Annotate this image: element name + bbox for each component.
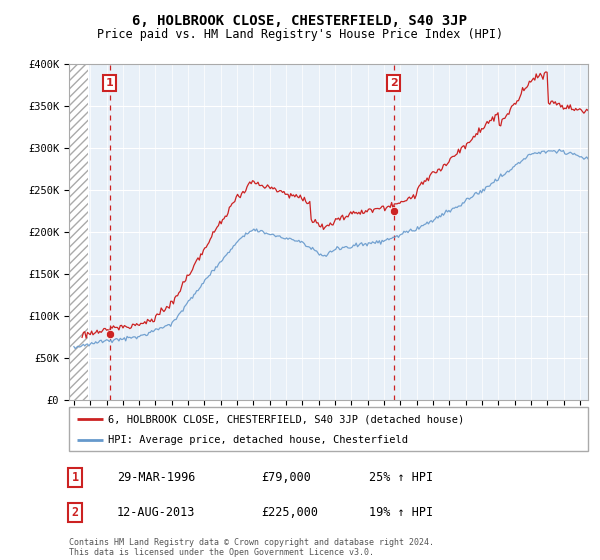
Text: HPI: Average price, detached house, Chesterfield: HPI: Average price, detached house, Ches…: [108, 435, 408, 445]
Text: 29-MAR-1996: 29-MAR-1996: [117, 470, 196, 484]
Bar: [69, 64, 88, 400]
Text: 2: 2: [71, 506, 79, 519]
FancyBboxPatch shape: [69, 407, 588, 451]
Text: £225,000: £225,000: [261, 506, 318, 519]
Text: 1: 1: [71, 470, 79, 484]
Text: 6, HOLBROOK CLOSE, CHESTERFIELD, S40 3JP: 6, HOLBROOK CLOSE, CHESTERFIELD, S40 3JP: [133, 14, 467, 28]
Text: Price paid vs. HM Land Registry's House Price Index (HPI): Price paid vs. HM Land Registry's House …: [97, 28, 503, 41]
Text: 1: 1: [106, 78, 113, 88]
Text: 6, HOLBROOK CLOSE, CHESTERFIELD, S40 3JP (detached house): 6, HOLBROOK CLOSE, CHESTERFIELD, S40 3JP…: [108, 414, 464, 424]
Bar: [69, 64, 88, 400]
Text: 12-AUG-2013: 12-AUG-2013: [117, 506, 196, 519]
Text: 19% ↑ HPI: 19% ↑ HPI: [369, 506, 433, 519]
Text: 25% ↑ HPI: 25% ↑ HPI: [369, 470, 433, 484]
Text: Contains HM Land Registry data © Crown copyright and database right 2024.
This d: Contains HM Land Registry data © Crown c…: [69, 538, 434, 557]
Text: 2: 2: [390, 78, 398, 88]
Text: £79,000: £79,000: [261, 470, 311, 484]
